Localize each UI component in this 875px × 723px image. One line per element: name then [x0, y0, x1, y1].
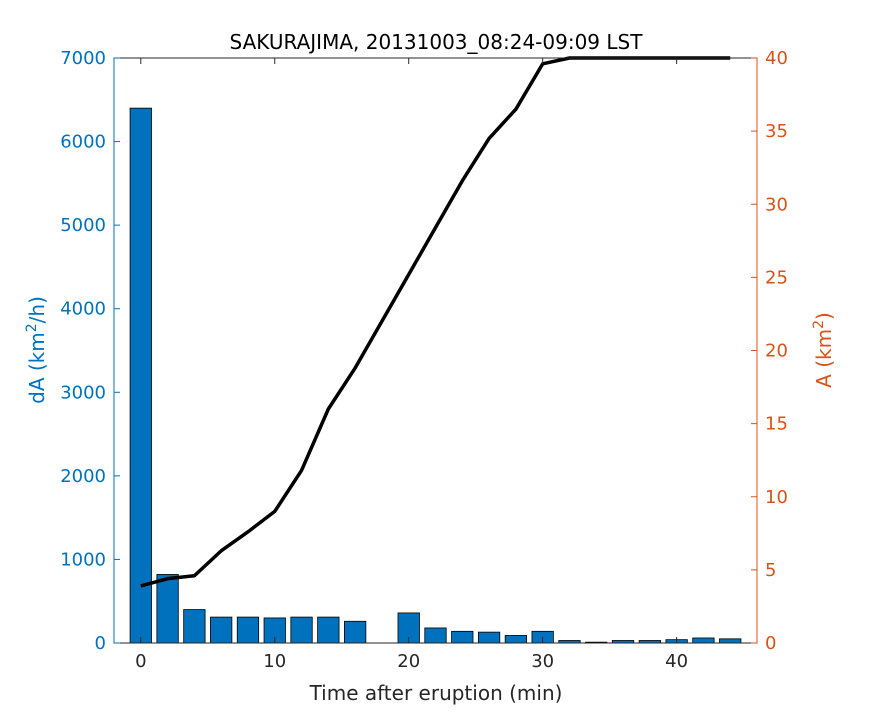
y-left-tick-label: 4000 — [60, 299, 106, 320]
chart-title: SAKURAJIMA, 20131003_08:24-09:09 LST — [230, 30, 644, 54]
y-left-tick-label: 7000 — [60, 48, 106, 69]
bar-series — [129, 107, 742, 644]
x-axis-label: Time after eruption (min) — [309, 681, 563, 705]
y-right-tick-label: 30 — [765, 194, 788, 215]
bar — [236, 616, 260, 644]
x-tick-label: 40 — [665, 651, 688, 672]
y-right-tick-label: 15 — [765, 414, 788, 435]
bar — [210, 616, 233, 644]
x-tick-label: 0 — [135, 651, 146, 672]
y-left-tick-label: 2000 — [60, 466, 106, 487]
y-left-tick-label: 0 — [95, 633, 106, 654]
bar — [692, 637, 715, 644]
bar — [129, 107, 152, 644]
bar — [290, 616, 313, 644]
bar — [424, 627, 447, 644]
bar — [344, 620, 367, 644]
y-right-tick-label: 0 — [765, 633, 776, 654]
y-right-tick-label: 25 — [765, 267, 788, 288]
bar — [477, 631, 501, 644]
y-right-tick-label: 40 — [765, 48, 788, 69]
y-right-tick-label: 10 — [765, 487, 788, 508]
x-tick-label: 10 — [263, 651, 286, 672]
y-right-tick-label: 5 — [765, 560, 776, 581]
y-axis-left-label: dA (km2/h) — [24, 296, 49, 404]
y-left-tick-label: 1000 — [60, 549, 106, 570]
y-left-tick-label: 6000 — [60, 132, 106, 153]
y-axis-right-label: A (km2) — [811, 312, 836, 388]
bar — [183, 609, 206, 644]
x-tick-label: 30 — [531, 651, 554, 672]
bar — [451, 630, 474, 644]
y-right-tick-label: 35 — [765, 121, 788, 142]
plot-area — [114, 58, 757, 643]
x-tick-label: 20 — [397, 651, 420, 672]
bar — [504, 635, 527, 644]
bar — [719, 638, 742, 644]
y-left-tick-label: 3000 — [60, 382, 106, 403]
y-left-tick-label: 5000 — [60, 215, 106, 236]
bar — [317, 616, 340, 644]
bar — [156, 574, 179, 644]
axis-ticks: 0 10 20 30 40 0 1000 2000 3000 4000 5000 6000 7000 0 5… — [60, 48, 788, 672]
y-right-tick-label: 20 — [765, 341, 788, 362]
